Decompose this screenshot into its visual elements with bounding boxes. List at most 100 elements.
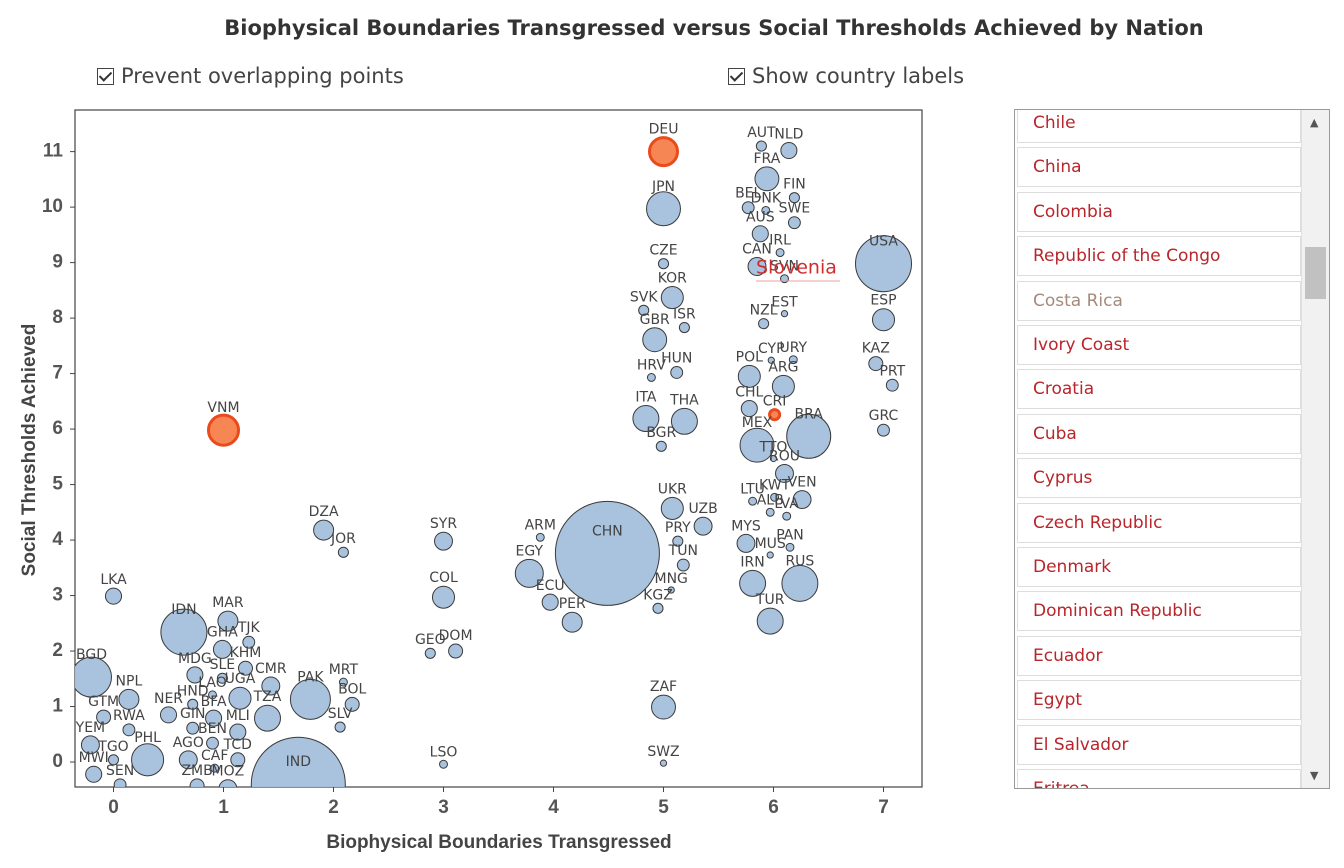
scroll-thumb[interactable]	[1305, 247, 1326, 299]
bubble	[107, 754, 120, 766]
country-label: FIN	[783, 177, 806, 193]
chart: Biophysical Boundaries Transgressed Soci…	[19, 109, 923, 853]
bubble	[755, 140, 767, 152]
y-tick-label: 3	[52, 585, 63, 606]
bubble	[739, 427, 775, 463]
country-item[interactable]: Costa Rica	[1017, 280, 1301, 321]
bubble	[535, 532, 545, 542]
bubble	[766, 551, 774, 559]
checkbox[interactable]	[97, 67, 114, 85]
country-label: DZA	[309, 504, 339, 520]
country-label: MNG	[654, 571, 687, 587]
country-label: EST	[771, 295, 798, 311]
country-label: SYR	[430, 516, 457, 532]
marks	[75, 136, 912, 787]
country-label: KGZ	[643, 587, 673, 603]
country-label: SVN	[770, 259, 799, 275]
country-item[interactable]: Czech Republic	[1017, 502, 1301, 543]
country-item[interactable]: Chile	[1017, 110, 1301, 143]
checkbox-overlap[interactable]: Prevent overlapping points	[97, 64, 404, 88]
country-label: IDN	[171, 602, 196, 618]
country-label: ZMB	[181, 763, 212, 779]
country-label: BRA	[795, 406, 824, 422]
country-label: SLV	[328, 706, 353, 722]
bubble	[439, 759, 448, 769]
country-label: SVK	[630, 289, 658, 305]
plot-frame	[74, 109, 923, 788]
country-item[interactable]: Ivory Coast	[1017, 325, 1301, 365]
country-item[interactable]: Ecuador	[1017, 635, 1301, 676]
country-item[interactable]: Egypt	[1017, 680, 1301, 721]
country-label: CHN	[592, 523, 623, 539]
bubble	[178, 750, 198, 770]
country-label: LVA	[774, 496, 799, 512]
country-label: UGA	[225, 671, 256, 687]
country-item[interactable]: Colombia	[1017, 191, 1301, 232]
country-label: CMR	[255, 661, 287, 677]
bubble	[775, 464, 794, 483]
y-tick-label: 11	[43, 141, 64, 162]
country-item[interactable]: Croatia	[1017, 369, 1301, 410]
checkbox[interactable]	[728, 67, 745, 85]
country-item[interactable]: Cuba	[1017, 413, 1301, 454]
y-tick-label: 9	[52, 252, 63, 273]
country-label: SLE	[210, 657, 236, 673]
bubble	[344, 696, 360, 712]
bubble	[786, 413, 832, 459]
country-label: BFA	[201, 694, 227, 710]
labels: CHN IND USA IDN BRA PAK BGD RUS JPN MEX PHL VNM DEU E…	[75, 122, 906, 780]
bubble	[554, 500, 660, 606]
country-label: VNM	[207, 400, 239, 416]
bubble	[313, 519, 335, 541]
y-tick-label: 2	[52, 640, 63, 661]
country-label: SWZ	[647, 744, 679, 760]
bubble	[792, 490, 812, 510]
bubble	[113, 778, 127, 787]
bubble	[632, 405, 660, 433]
country-label: DOM	[439, 628, 473, 644]
bubble	[768, 408, 782, 422]
scroll-up[interactable]: ▲	[1310, 116, 1319, 129]
country-label: HND	[177, 683, 209, 699]
scrollbar[interactable]: ▲ ▼	[1301, 110, 1329, 788]
x-tick-label: 0	[108, 797, 119, 818]
country-item[interactable]: Denmark	[1017, 547, 1301, 587]
country-item[interactable]: Cyprus	[1017, 458, 1301, 499]
bubble	[122, 723, 136, 737]
y-tick-label: 4	[52, 529, 63, 550]
bubble	[238, 660, 253, 676]
country-item[interactable]: Dominican Republic	[1017, 591, 1301, 632]
country-label: JPN	[651, 179, 675, 195]
bubble	[250, 736, 346, 787]
country-label: TUN	[668, 543, 698, 559]
country-item[interactable]: China	[1017, 147, 1301, 188]
hover-label: Slovenia	[756, 257, 837, 279]
country-label: PHL	[134, 730, 161, 746]
x-tick-label: 6	[768, 797, 779, 818]
bubble	[659, 759, 668, 767]
bubble	[131, 743, 165, 777]
country-list[interactable]: ▲ ▼ Chile China Colombia Republic of the Co…	[1014, 109, 1330, 789]
bubble	[769, 454, 778, 463]
bubble	[736, 533, 756, 553]
x-tick-label: 2	[328, 797, 339, 818]
country-item[interactable]: Eritrea	[1017, 769, 1301, 788]
country-label: GHA	[207, 624, 238, 640]
bubble	[754, 166, 780, 192]
country-label: COL	[429, 570, 458, 586]
x-tick-label: 5	[658, 797, 669, 818]
country-label: RUS	[785, 553, 814, 569]
y-tick-label: 6	[52, 418, 63, 439]
bubble	[670, 366, 684, 379]
country-item[interactable]: Republic of the Congo	[1017, 236, 1301, 277]
scroll-down[interactable]: ▼	[1310, 769, 1319, 782]
country-item[interactable]: El Salvador	[1017, 724, 1301, 765]
country-label: UZB	[688, 501, 717, 517]
checkbox-labels[interactable]: Show country labels	[728, 64, 964, 88]
country-label: TUR	[755, 592, 785, 608]
bubble	[648, 136, 679, 168]
country-label: CRI	[763, 394, 787, 410]
bubble	[561, 611, 583, 633]
country-label: GBR	[640, 312, 670, 328]
bubble	[424, 647, 436, 659]
